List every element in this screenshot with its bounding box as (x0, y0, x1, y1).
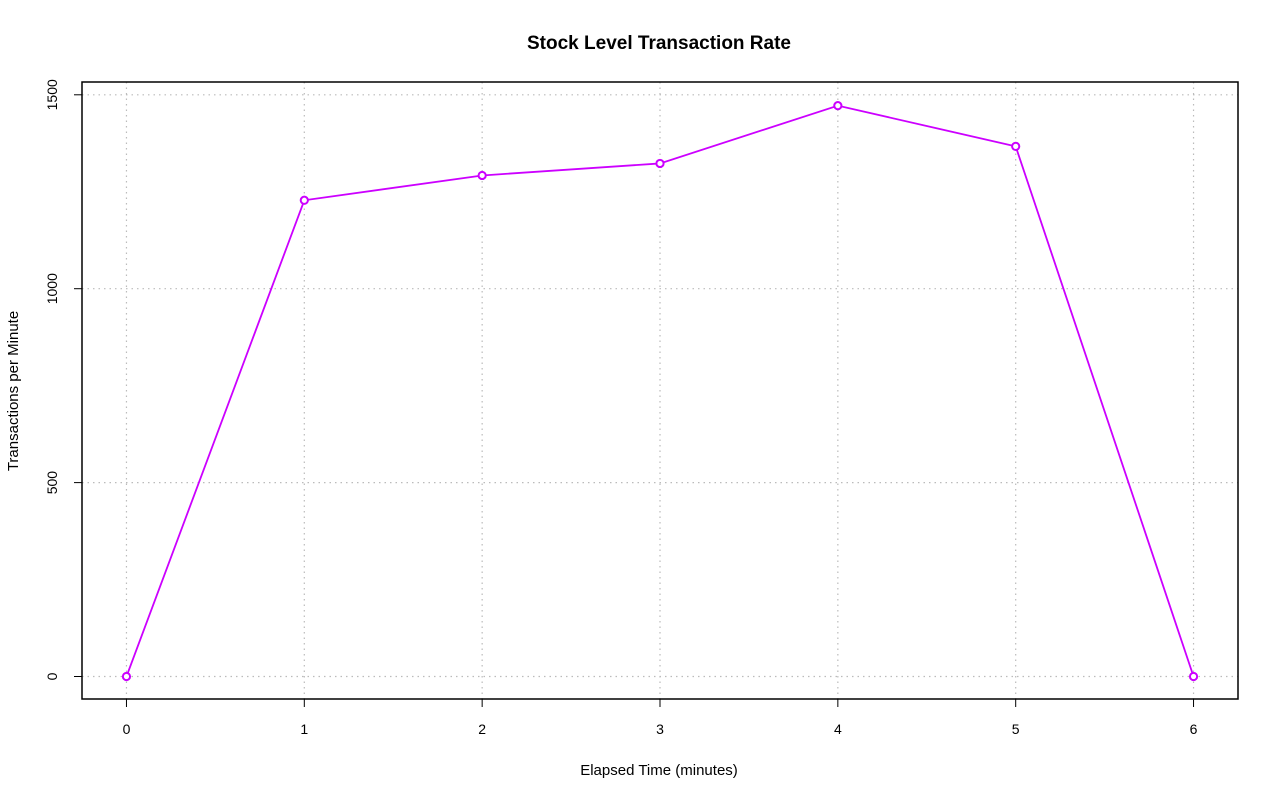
y-axis-label: Transactions per Minute (5, 311, 22, 471)
x-tick-label: 6 (1190, 721, 1198, 737)
y-tick-label: 500 (44, 471, 60, 495)
x-tick-label: 4 (834, 721, 842, 737)
data-point (833, 101, 843, 111)
x-tick-label: 0 (123, 721, 131, 737)
y-axis: 0 500 1000 1500 (44, 79, 82, 680)
x-axis-label: Elapsed Time (minutes) (580, 762, 738, 779)
x-axis: 0 1 2 3 4 5 6 (123, 699, 1198, 737)
chart-title: Stock Level Transaction Rate (527, 33, 791, 54)
series-layer (121, 101, 1199, 682)
y-tick-label: 0 (44, 672, 60, 680)
x-tick-label: 3 (656, 721, 664, 737)
data-point (1188, 671, 1199, 682)
data-point (655, 158, 665, 169)
y-tick-label: 1000 (44, 273, 60, 304)
x-tick-label: 1 (300, 721, 308, 737)
x-tick-label: 5 (1012, 721, 1020, 737)
data-point (1011, 141, 1021, 151)
data-point (299, 195, 309, 205)
data-point (477, 170, 487, 181)
data-point (121, 671, 132, 682)
y-tick-label: 1500 (44, 79, 60, 110)
grid (82, 82, 1238, 699)
x-tick-label: 2 (478, 721, 486, 737)
